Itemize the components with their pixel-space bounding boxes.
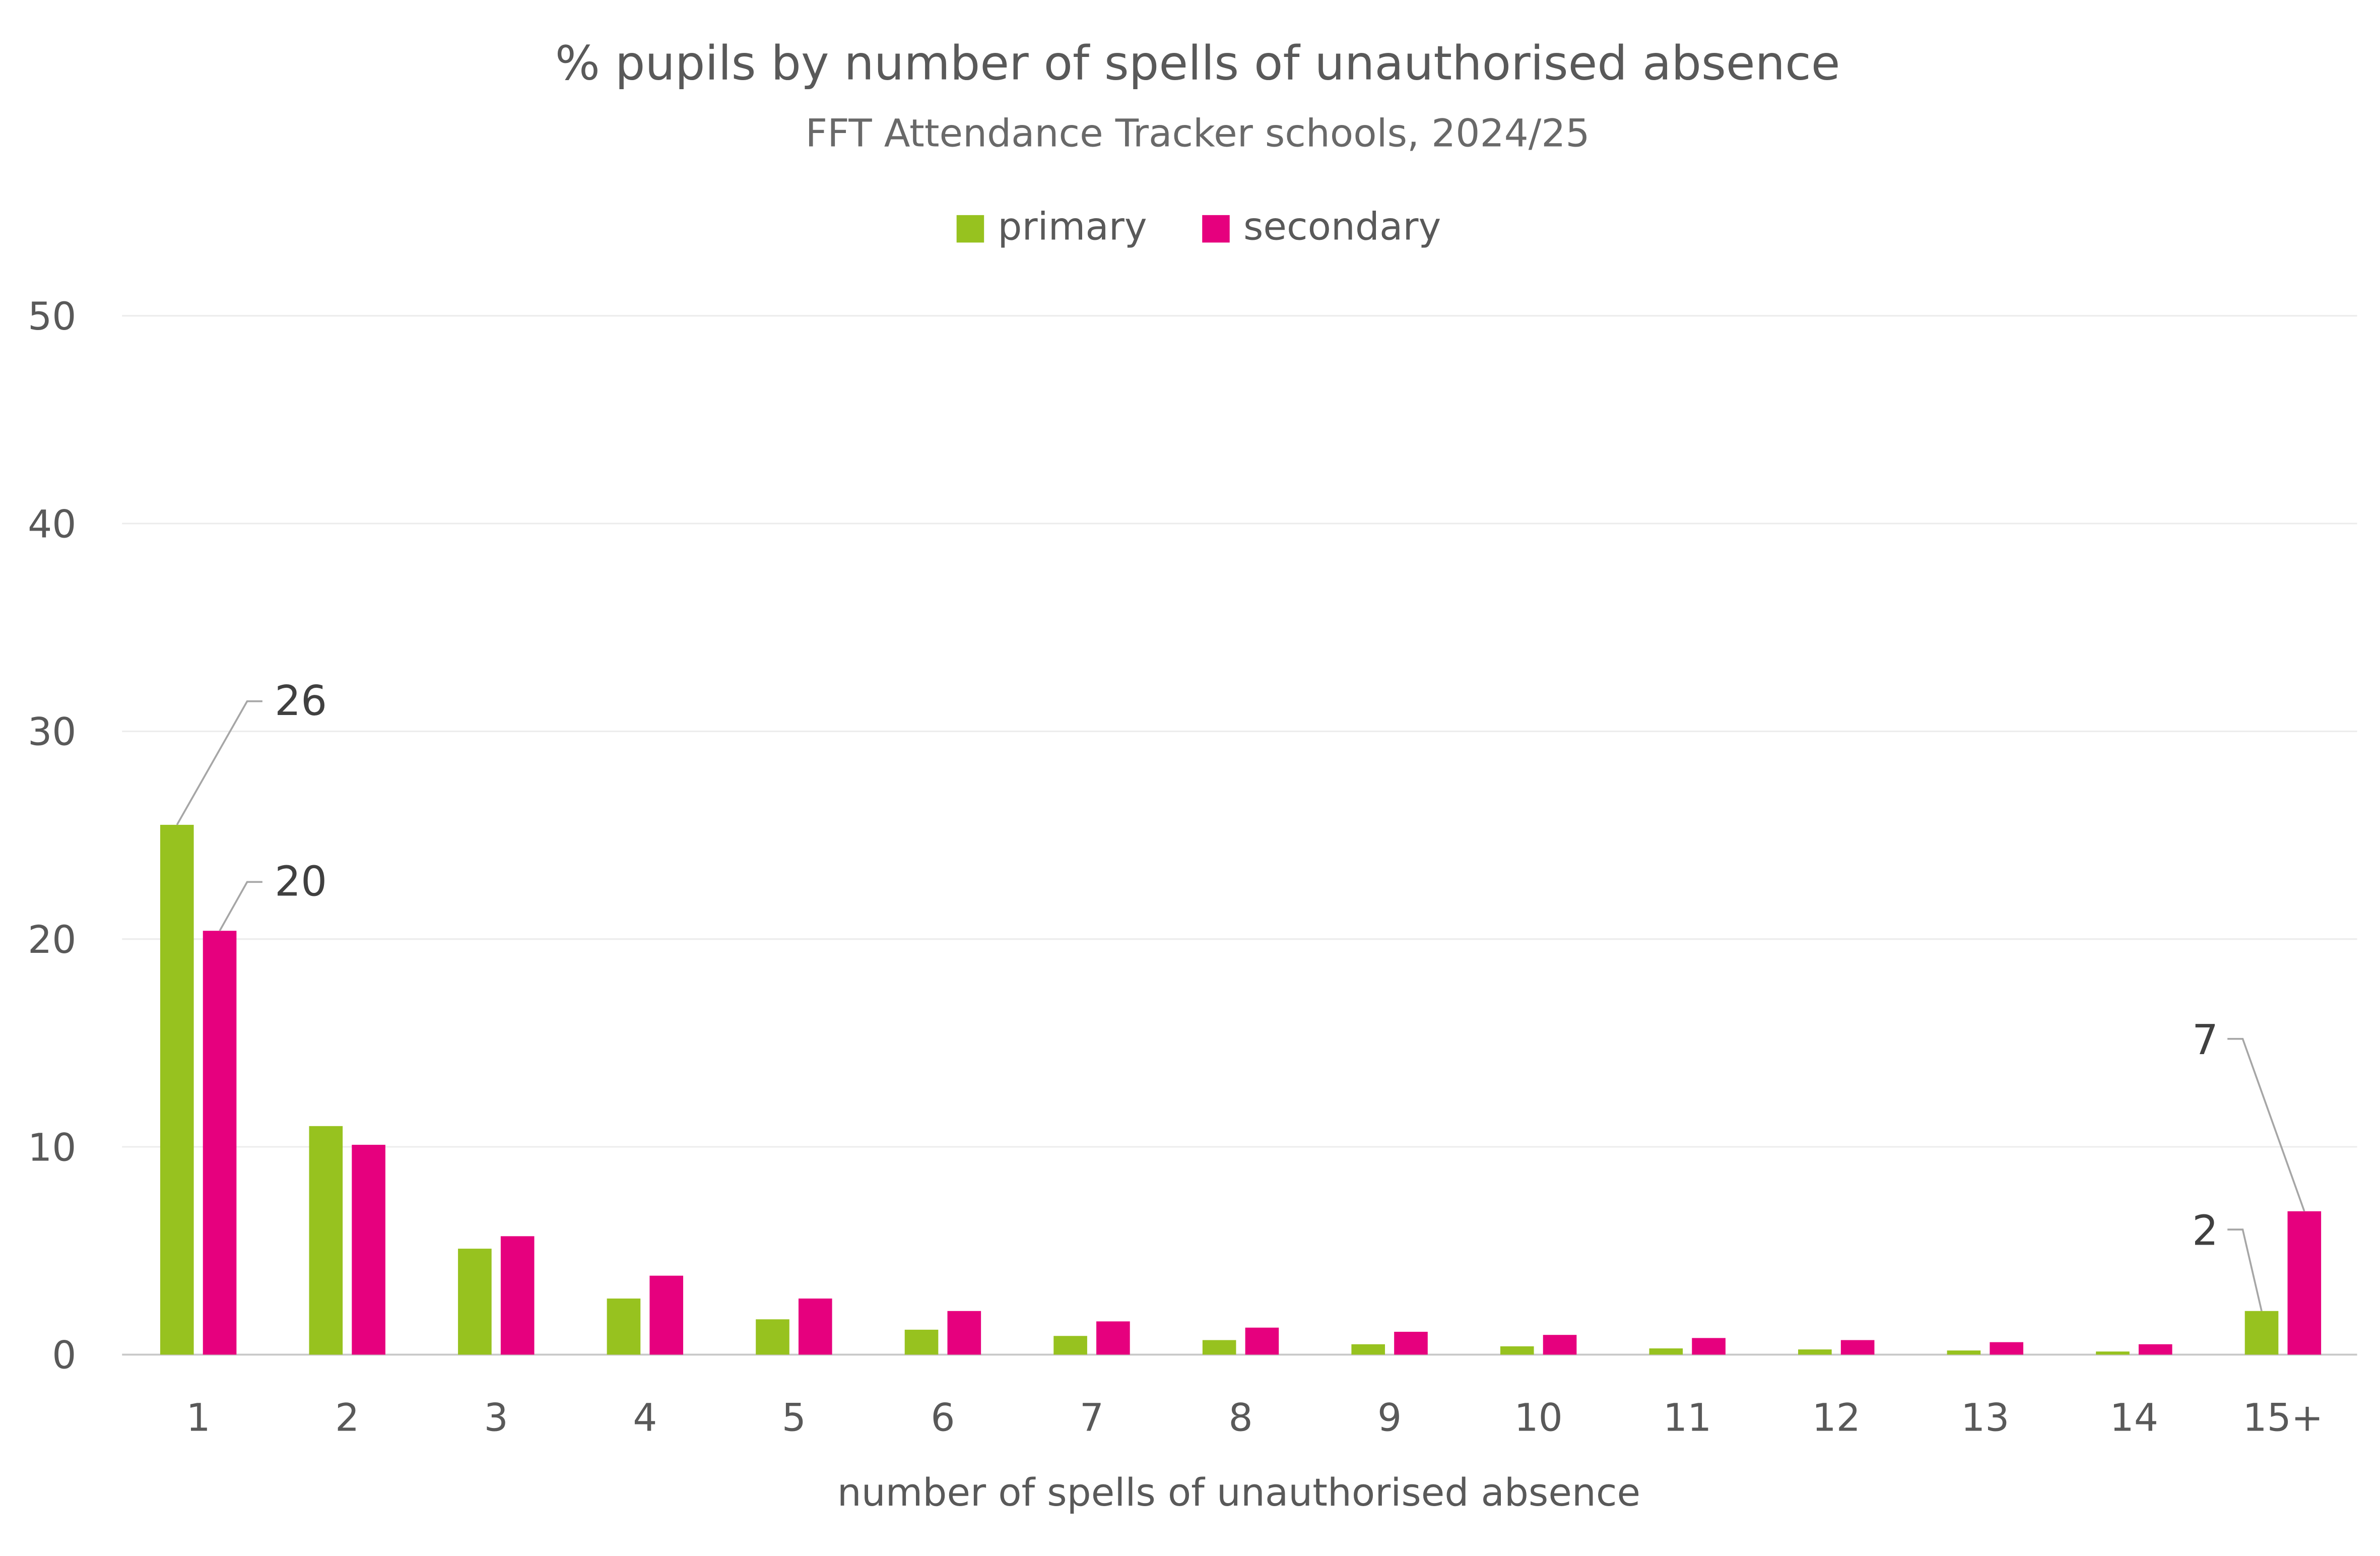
bar-primary (904, 1329, 939, 1355)
leader-line (176, 700, 262, 825)
y-tick-label: 30 (28, 710, 76, 754)
legend-swatch-secondary (1202, 215, 1230, 243)
bar-secondary (1692, 1338, 1726, 1355)
bar-primary (1202, 1340, 1236, 1355)
x-tick-label: 8 (1228, 1396, 1252, 1440)
bar-secondary (649, 1275, 684, 1355)
x-tick-label: 11 (1663, 1396, 1711, 1440)
chart-subtitle: FFT Attendance Tracker schools, 2024/25 (806, 111, 1590, 156)
bar-primary (1053, 1336, 1087, 1355)
y-tick-label: 50 (28, 294, 76, 339)
bar-secondary (2138, 1344, 2172, 1355)
bar-primary (756, 1319, 789, 1355)
bar-secondary (1840, 1340, 1875, 1355)
bar-primary (160, 824, 194, 1355)
x-axis-title: number of spells of unauthorised absence (837, 1470, 1640, 1515)
bar-primary (2244, 1311, 2279, 1355)
x-tick-label: 15+ (2243, 1396, 2324, 1440)
x-tick-label: 7 (1080, 1396, 1104, 1440)
x-tick-label: 10 (1514, 1396, 1562, 1440)
bar-primary (1798, 1349, 1832, 1355)
x-tick-label: 6 (931, 1396, 955, 1440)
x-tick-label: 2 (335, 1396, 359, 1440)
bar-primary (458, 1249, 492, 1355)
y-tick-label: 0 (52, 1333, 76, 1378)
legend: primary secondary (956, 204, 1441, 248)
y-tick-label: 20 (28, 918, 76, 962)
bar-primary (1351, 1344, 1385, 1355)
data-label: 2 (2192, 1207, 2218, 1255)
leader-line (219, 881, 262, 932)
data-label: 20 (275, 858, 327, 906)
legend-label-primary: primary (998, 204, 1147, 248)
bar-primary (607, 1299, 641, 1355)
legend-label-secondary: secondary (1243, 204, 1441, 248)
x-tick-label: 3 (484, 1396, 508, 1440)
bar-primary (2096, 1351, 2130, 1355)
chart-title: % pupils by number of spells of unauthor… (555, 36, 1840, 91)
bar-primary (1947, 1350, 1981, 1355)
bar-secondary (1990, 1342, 2024, 1355)
bar-secondary (2287, 1211, 2322, 1355)
bar-secondary (352, 1144, 385, 1355)
bar-secondary (1543, 1335, 1577, 1355)
y-tick-label: 10 (28, 1125, 76, 1170)
bar-primary (1649, 1348, 1683, 1355)
x-tick-label: 9 (1377, 1396, 1402, 1440)
bar-secondary (1096, 1321, 1130, 1355)
leader-line (2227, 1228, 2263, 1312)
bar-secondary (1245, 1327, 1279, 1355)
y-tick-label: 40 (28, 502, 76, 546)
data-label: 26 (275, 677, 327, 725)
legend-swatch-primary (956, 215, 984, 243)
bar-secondary (1394, 1332, 1428, 1355)
leader-line (2227, 1038, 2305, 1212)
x-tick-label: 1 (186, 1396, 211, 1440)
bar-primary (309, 1126, 343, 1355)
bar-secondary (798, 1299, 832, 1355)
data-label: 7 (2192, 1016, 2218, 1064)
bar-secondary (203, 931, 237, 1355)
x-tick-label: 14 (2110, 1396, 2158, 1440)
bar-secondary (500, 1236, 535, 1355)
bar-secondary (947, 1311, 981, 1355)
bar-primary (1500, 1346, 1534, 1355)
x-tick-label: 12 (1812, 1396, 1861, 1440)
x-tick-label: 13 (1961, 1396, 2009, 1440)
x-tick-label: 4 (633, 1396, 657, 1440)
x-tick-label: 5 (782, 1396, 806, 1440)
